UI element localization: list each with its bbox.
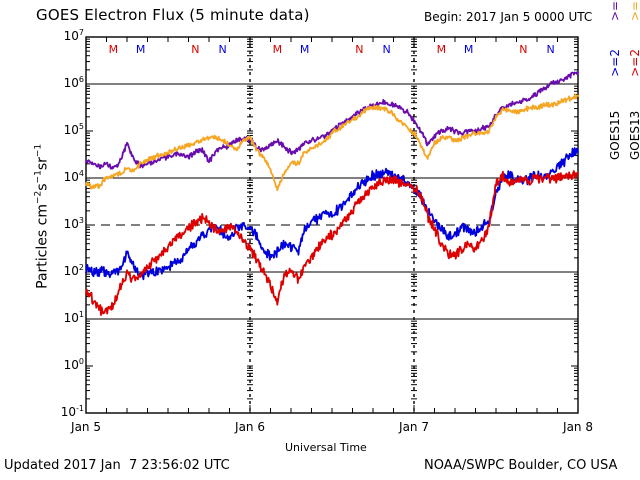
y-tick-label: 104 [63, 169, 84, 184]
series-line [85, 170, 579, 316]
x-tick-label: Jan 5 [71, 420, 101, 434]
y-tick-label: 107 [63, 28, 84, 43]
series-line [85, 147, 579, 281]
event-marker-n: N [382, 43, 391, 56]
begin-time-label: Begin: 2017 Jan 5 0000 UTC [424, 10, 593, 24]
x-tick-label: Jan 6 [235, 420, 265, 434]
y-tick-label: 102 [63, 263, 84, 278]
x-tick-label: Jan 7 [399, 420, 429, 434]
source-credit: NOAA/SWPC Boulder, CO USA [424, 458, 618, 473]
event-marker-m: M [108, 43, 119, 56]
y-tick-label: 10-1 [60, 404, 84, 419]
x-axis-label: Universal Time [285, 441, 367, 454]
event-marker-m: M [436, 43, 447, 56]
event-marker-n: N [218, 43, 227, 56]
series-line [85, 93, 579, 192]
event-marker-n: N [519, 43, 528, 56]
event-marker-m: M [272, 43, 283, 56]
y-tick-label: 103 [63, 216, 84, 231]
x-tick-label: Jan 8 [563, 420, 593, 434]
y-tick-label: 100 [63, 357, 84, 372]
y-tick-label: 105 [63, 122, 84, 137]
y-tick-label: 101 [63, 310, 84, 325]
y-axis-ticks: 107 106 105 104 103 102 101 100 10-1 [0, 0, 84, 480]
event-marker-n: N [191, 43, 200, 56]
event-marker-n: N [355, 43, 364, 56]
event-marker-m: M [135, 43, 146, 56]
page-title: GOES Electron Flux (5 minute data) [36, 6, 310, 24]
y-tick-label: 106 [63, 75, 84, 90]
event-marker-n: N [546, 43, 555, 56]
event-marker-m: M [463, 43, 474, 56]
event-marker-m: M [299, 43, 310, 56]
updated-timestamp: Updated 2017 Jan 7 23:56:02 UTC [4, 458, 230, 473]
